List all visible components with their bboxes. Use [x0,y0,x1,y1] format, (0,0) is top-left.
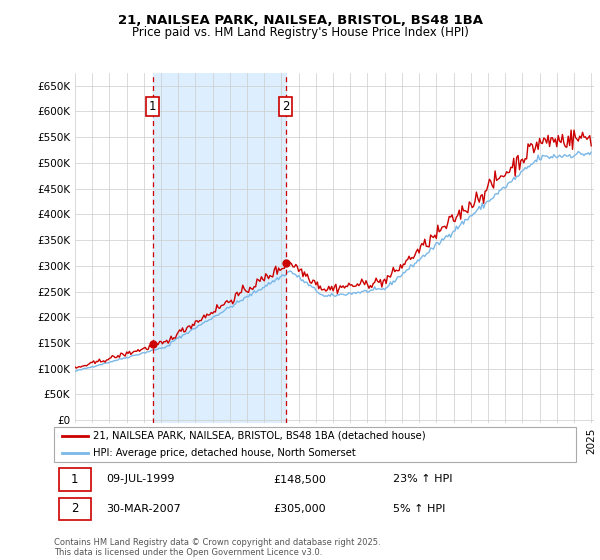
Text: 1: 1 [71,473,79,486]
Bar [153,73,286,423]
Text: 21, NAILSEA PARK, NAILSEA, BRISTOL, BS48 1BA: 21, NAILSEA PARK, NAILSEA, BRISTOL, BS48… [118,14,482,27]
Text: 2: 2 [282,100,289,113]
Text: Contains HM Land Registry data © Crown copyright and database right 2025.
This d: Contains HM Land Registry data © Crown c… [54,538,380,557]
Text: 23% ↑ HPI: 23% ↑ HPI [394,474,453,484]
Text: 2: 2 [71,502,79,515]
Text: £148,500: £148,500 [273,474,326,484]
Text: HPI: Average price, detached house, North Somerset: HPI: Average price, detached house, Nort… [93,449,356,458]
Text: £305,000: £305,000 [273,504,326,514]
Text: 09-JUL-1999: 09-JUL-1999 [106,474,175,484]
Text: 30-MAR-2007: 30-MAR-2007 [106,504,181,514]
Text: 21, NAILSEA PARK, NAILSEA, BRISTOL, BS48 1BA (detached house): 21, NAILSEA PARK, NAILSEA, BRISTOL, BS48… [93,431,426,441]
Text: Price paid vs. HM Land Registry's House Price Index (HPI): Price paid vs. HM Land Registry's House … [131,26,469,39]
Text: 5% ↑ HPI: 5% ↑ HPI [394,504,446,514]
FancyBboxPatch shape [59,498,91,520]
Text: 1: 1 [149,100,157,113]
FancyBboxPatch shape [59,468,91,491]
FancyBboxPatch shape [54,427,576,462]
